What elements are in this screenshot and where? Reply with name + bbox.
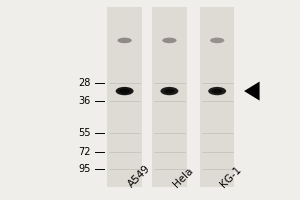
Ellipse shape	[208, 87, 226, 95]
Ellipse shape	[160, 87, 178, 95]
Ellipse shape	[210, 38, 224, 43]
Text: 95: 95	[78, 164, 90, 174]
Text: A549: A549	[126, 163, 152, 189]
Text: 36: 36	[78, 96, 90, 106]
FancyBboxPatch shape	[152, 7, 187, 187]
Text: 55: 55	[78, 128, 90, 138]
Ellipse shape	[118, 38, 132, 43]
Ellipse shape	[119, 89, 130, 93]
Ellipse shape	[116, 87, 134, 95]
FancyBboxPatch shape	[200, 7, 234, 187]
Text: KG-1: KG-1	[219, 164, 244, 189]
Polygon shape	[244, 82, 260, 101]
FancyBboxPatch shape	[107, 7, 142, 187]
Ellipse shape	[164, 89, 175, 93]
Text: Hela: Hela	[171, 166, 195, 189]
Ellipse shape	[162, 38, 177, 43]
Ellipse shape	[212, 89, 223, 93]
Text: 72: 72	[78, 147, 90, 157]
Text: 28: 28	[78, 78, 90, 88]
